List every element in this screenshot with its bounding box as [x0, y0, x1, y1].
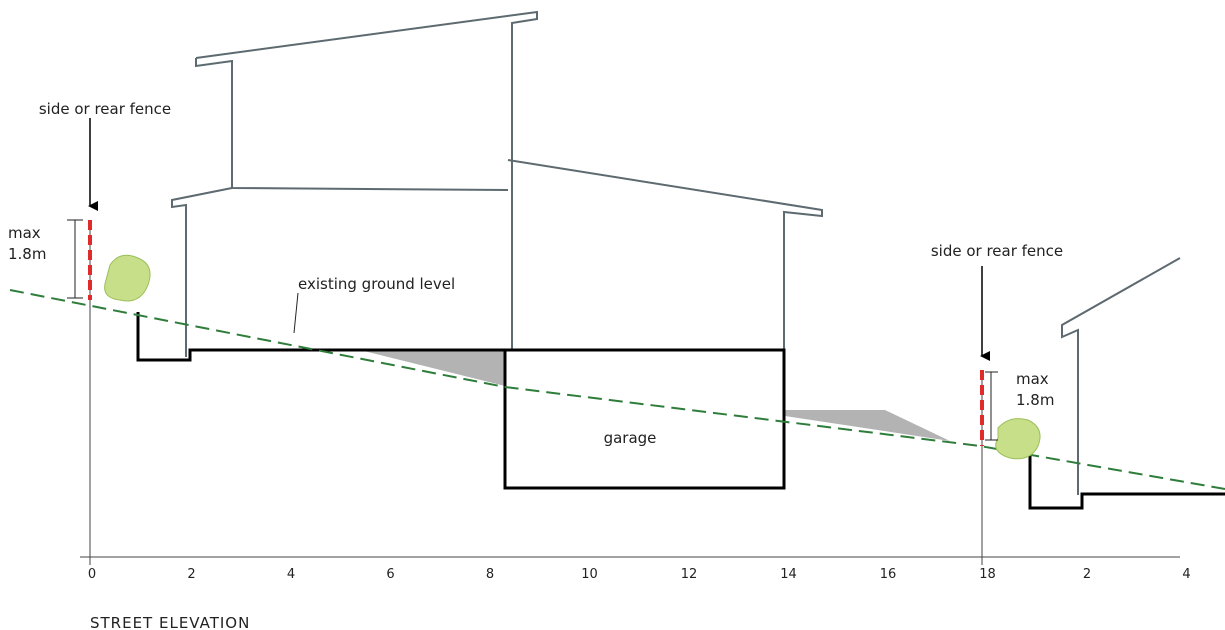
label: max: [1016, 370, 1049, 388]
leader-line: [293, 292, 299, 334]
label: existing ground level: [298, 275, 455, 293]
label: 1.8m: [8, 245, 46, 263]
fill-area: [785, 410, 950, 441]
ground-line: [9, 289, 1225, 490]
label: side or rear fence: [39, 100, 171, 118]
axis-label: 10: [581, 567, 598, 582]
axis-label: 14: [780, 567, 797, 582]
label: 1.8m: [1016, 391, 1054, 409]
axis-labels: 0 2 4 6 8 10 12 14 16 18 2 4: [88, 567, 1191, 582]
axis-label: 18: [979, 567, 996, 582]
axis-label: 0: [88, 567, 96, 582]
shrub: [104, 254, 151, 302]
caption: STREET ELEVATION: [90, 614, 250, 630]
neighbour-footing: [1028, 455, 1225, 510]
axis-label: 12: [681, 567, 698, 582]
label: side or rear fence: [931, 242, 1063, 260]
axis-label: 8: [486, 567, 494, 582]
axis-label: 16: [880, 567, 897, 582]
axis-label: 6: [386, 567, 394, 582]
label: max: [8, 224, 41, 242]
label: garage: [604, 429, 657, 447]
lower-house: [171, 187, 233, 357]
dimension: [985, 371, 998, 441]
upper-house: [195, 10, 538, 350]
fill-area: [360, 350, 505, 386]
axis-label: 4: [1182, 567, 1190, 582]
axis-label: 2: [187, 567, 195, 582]
axis-label: 2: [1083, 567, 1091, 582]
footing: [136, 312, 786, 490]
dimension: [67, 219, 83, 299]
neighbour-house: [1061, 257, 1181, 495]
shrub: [995, 418, 1041, 460]
right-section: [507, 159, 823, 350]
axis-label: 4: [287, 567, 295, 582]
